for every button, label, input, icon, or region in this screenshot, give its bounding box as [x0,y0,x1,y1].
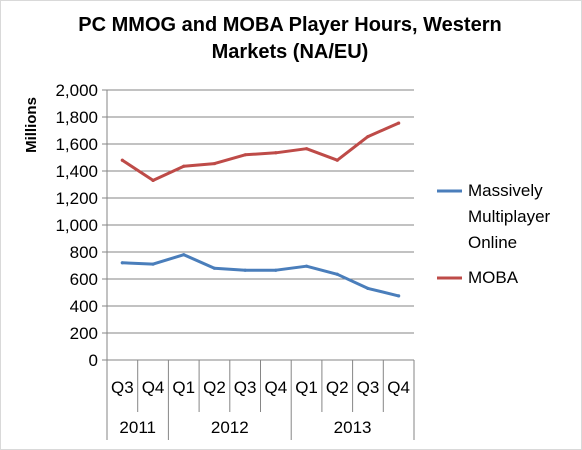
data-point [212,161,217,166]
legend-label-moba: MOBA [468,268,519,287]
year-label: 2013 [334,418,372,437]
data-point [335,158,339,162]
y-tick-label: 200 [70,324,98,343]
x-tick-label: Q3 [234,378,257,397]
y-tick-label: 1,400 [55,162,98,181]
chart-title: PC MMOG and MOBA Player Hours, Western M… [30,12,550,66]
data-point [243,153,247,157]
data-point [304,147,309,151]
chart-title-line1: PC MMOG and MOBA Player Hours, Western [78,14,502,36]
y-tick-label: 1,200 [55,189,98,208]
data-point [304,264,309,268]
data-point [397,121,401,125]
x-tick-label: Q2 [326,378,349,397]
y-tick-label: 0 [89,351,98,370]
data-point [120,261,124,265]
data-point [151,178,155,183]
data-point [243,268,247,272]
chart-title-line2: Markets (NA/EU) [211,41,369,63]
x-tick-label: Q3 [111,378,134,397]
legend-item-moba: MOBA [468,265,518,291]
data-point [182,164,186,168]
data-point [274,268,278,272]
y-tick-label: 1,800 [55,108,98,127]
y-tick-label: 600 [70,270,98,289]
year-label: 2012 [211,418,249,437]
data-point [397,294,401,298]
series-line-moba [120,121,401,182]
y-tick-label: 1,000 [55,216,98,235]
x-tick-label: Q4 [265,378,288,397]
x-tick-label: Q1 [295,378,318,397]
data-point [151,262,155,266]
data-point [182,253,186,257]
legend-item-mmo: Massively Multiplayer Online [468,178,550,256]
data-point [335,272,339,276]
x-tick-label: Q3 [357,378,380,397]
legend-label-mmo-line2: Multiplayer [468,207,551,226]
x-tick-label: Q2 [203,378,226,397]
series-line-mmo [120,253,401,298]
legend-label-mmo-line1: Massively [468,181,543,200]
x-tick-label: Q4 [387,378,410,397]
data-point [274,151,278,155]
data-point [120,158,124,162]
y-axis-label: Millions [23,97,40,153]
y-tick-label: 1,600 [55,135,98,154]
y-tick-label: 400 [70,297,98,316]
data-point [366,286,370,291]
data-point [212,266,217,270]
y-tick-label: 2,000 [55,81,98,100]
year-label: 2011 [119,418,156,437]
x-tick-label: Q1 [172,378,195,397]
legend-label-mmo-line3: Online [468,233,518,252]
x-tick-label: Q4 [142,378,165,397]
data-point [366,134,370,139]
y-tick-label: 800 [70,243,98,262]
